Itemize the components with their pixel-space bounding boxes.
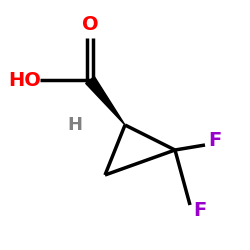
Polygon shape	[86, 76, 125, 125]
Text: O: O	[82, 16, 98, 34]
Text: H: H	[68, 116, 82, 134]
Text: HO: HO	[8, 70, 42, 90]
Text: F: F	[194, 200, 206, 220]
Text: F: F	[208, 130, 222, 150]
